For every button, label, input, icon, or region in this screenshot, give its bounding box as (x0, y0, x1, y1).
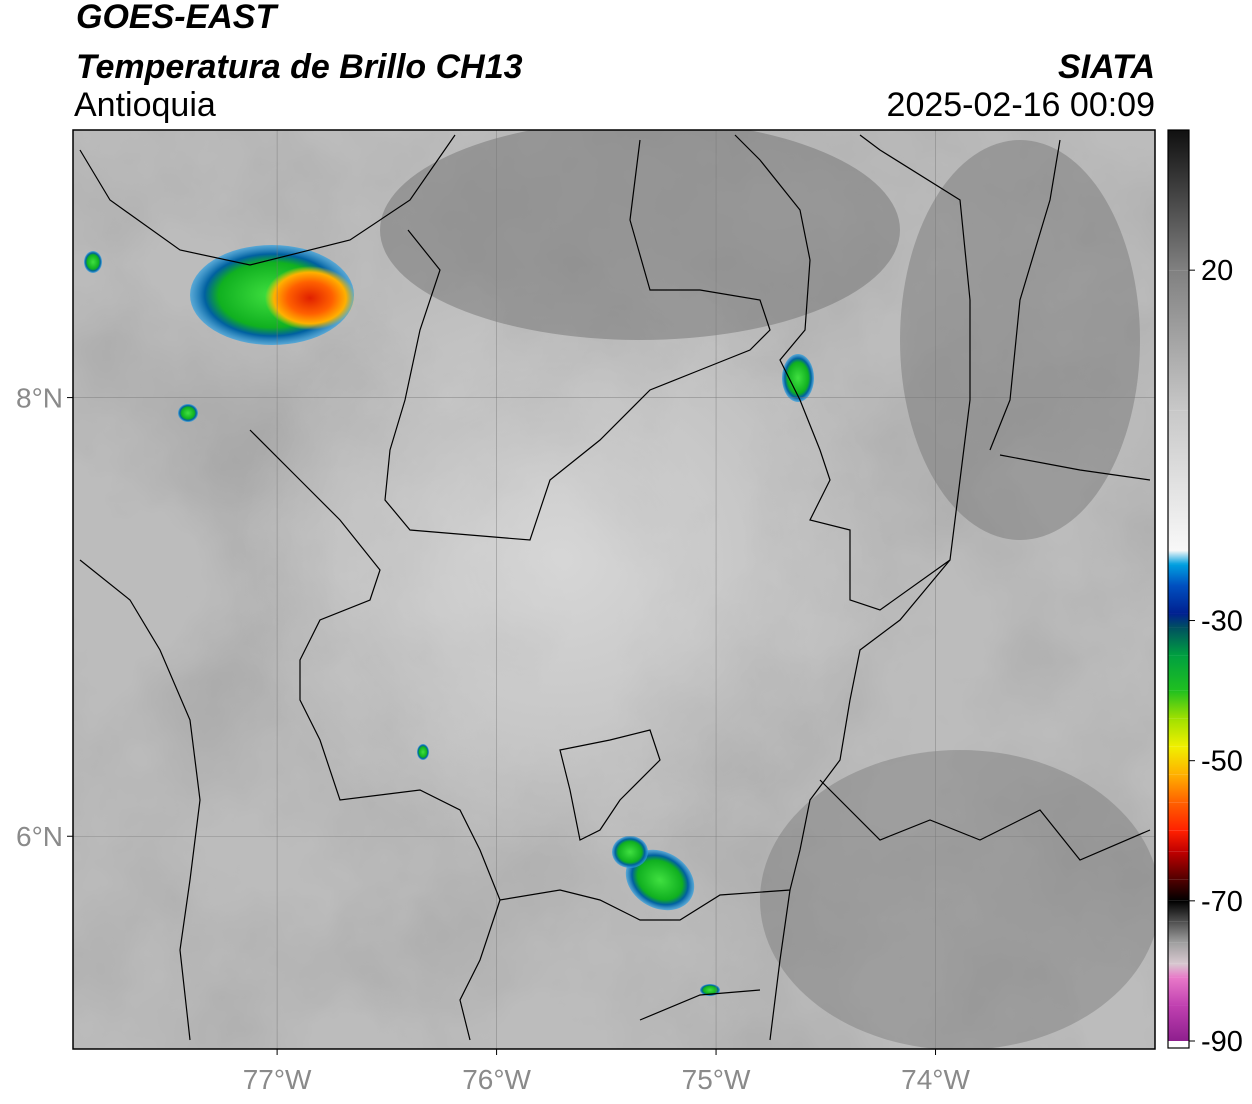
imagery (73, 130, 1155, 1049)
region: Antioquia (74, 86, 216, 124)
colorbar-segment (1168, 1005, 1189, 1041)
colorbar-segment (1168, 130, 1189, 271)
dark-area (900, 140, 1140, 540)
boundary (559, 729, 661, 841)
convective-cell (700, 984, 720, 996)
convective-cell (178, 404, 198, 422)
colorbar-segment (1168, 802, 1189, 831)
convective-cell (612, 836, 648, 868)
source: SIATA (1058, 48, 1155, 86)
convective-cell (782, 354, 814, 402)
colorbar-frame (1167, 129, 1190, 1049)
colorbar-segment (1168, 879, 1189, 901)
colorbar-segment (1168, 963, 1189, 978)
boundary (989, 139, 1151, 481)
boundary (384, 139, 771, 541)
colorbar-segment (1168, 655, 1189, 691)
colorbar-segment (1168, 410, 1189, 551)
convective-cell (625, 849, 695, 911)
colorbar-segment (1168, 1040, 1189, 1048)
colorbar-segment (1168, 585, 1189, 614)
boundary (734, 134, 971, 611)
y-tick-label: 8°N (16, 383, 63, 414)
colorbar-segment (1168, 690, 1189, 719)
convective-cell (417, 744, 429, 760)
x-tick-label: 74°W (901, 1064, 970, 1095)
dark-area (380, 130, 900, 340)
subtitle: Temperatura de Brillo CH13 (76, 48, 523, 86)
colorbar-segment (1168, 942, 1189, 964)
boundary (79, 134, 456, 266)
boundary (769, 779, 1151, 1041)
boundary (459, 899, 761, 1041)
colorbar (1168, 130, 1189, 1048)
colorbar-segment (1168, 613, 1189, 628)
colorbar-segment (1168, 627, 1189, 656)
grid (73, 130, 1155, 1049)
colorbar-segment (1168, 900, 1189, 922)
colorbar-tick-label: -30 (1201, 606, 1243, 638)
colorbar-segment (1168, 746, 1189, 775)
colorbar-segment (1168, 830, 1189, 852)
datetime: 2025-02-16 00:09 (887, 86, 1155, 124)
colorbar-tick-label: -70 (1201, 886, 1243, 918)
colorbar-segment (1168, 977, 1189, 1006)
colorbar-segment (1168, 718, 1189, 747)
colorbar-segment (1168, 270, 1189, 411)
colorbar-tick-label: -50 (1201, 746, 1243, 778)
colorbar-segment (1168, 550, 1189, 565)
dark-area (760, 750, 1155, 1049)
convective-cell (84, 251, 102, 273)
convective-core (265, 266, 355, 330)
boundary (79, 559, 201, 1041)
colorbar-tick-label: 20 (1201, 255, 1233, 287)
map-frame (72, 129, 1156, 1050)
colorbar-tick-label: -90 (1201, 1026, 1243, 1058)
bright-area (230, 260, 890, 860)
x-tick-label: 75°W (682, 1064, 751, 1095)
colorbar-segment (1168, 921, 1189, 943)
y-tick-label: 6°N (16, 821, 63, 852)
colorbar-segment (1168, 851, 1189, 880)
x-tick-label: 76°W (462, 1064, 531, 1095)
x-tick-label: 77°W (243, 1064, 312, 1095)
title: GOES-EAST (76, 0, 279, 36)
colorbar-segment (1168, 774, 1189, 803)
colorbar-segment (1168, 564, 1189, 586)
